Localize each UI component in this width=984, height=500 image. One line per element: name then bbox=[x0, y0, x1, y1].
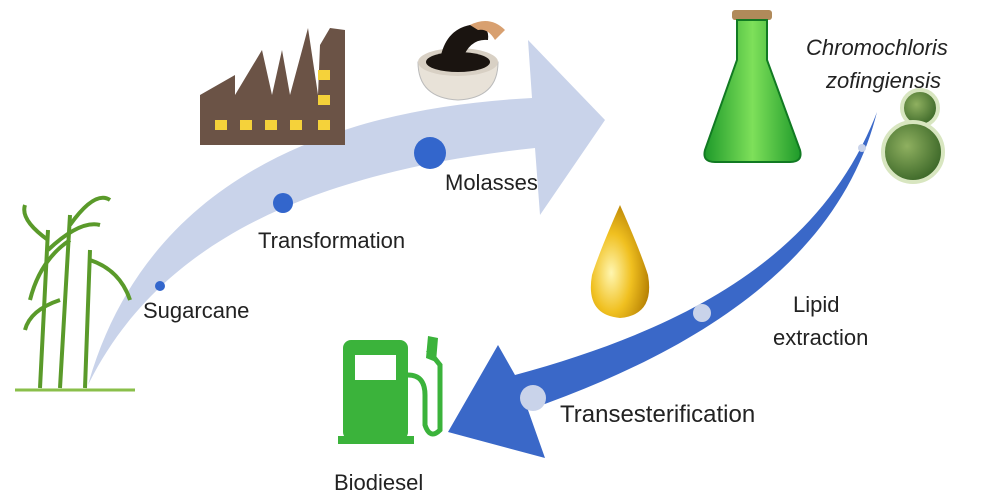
label-biodiesel: Biodiesel bbox=[334, 470, 423, 495]
step-dot bbox=[693, 304, 711, 322]
sugarcane-icon bbox=[15, 198, 135, 390]
label-transesterification: Transesterification bbox=[560, 401, 755, 428]
factory-icon bbox=[200, 28, 345, 145]
label-lipid-extraction: Lipid bbox=[793, 292, 839, 317]
algae-icon bbox=[883, 90, 943, 182]
label-organism: zofingiensis bbox=[825, 68, 941, 93]
label-organism: Chromochloris bbox=[806, 35, 948, 60]
step-dot bbox=[414, 137, 446, 169]
step-dot bbox=[520, 385, 546, 411]
process-arrow-light bbox=[88, 40, 605, 385]
label-molasses: Molasses bbox=[445, 170, 538, 195]
step-dot bbox=[273, 193, 293, 213]
fuel-pump-icon bbox=[338, 336, 440, 444]
step-dot bbox=[155, 281, 165, 291]
step-dot bbox=[858, 144, 866, 152]
oil-drop-icon bbox=[591, 205, 649, 318]
label-transformation: Transformation bbox=[258, 228, 405, 253]
diagram: Sugarcane Transformation Molasses Chromo… bbox=[0, 0, 984, 500]
label-sugarcane: Sugarcane bbox=[143, 298, 249, 323]
flask-icon bbox=[704, 10, 800, 162]
molasses-icon bbox=[418, 21, 505, 100]
label-lipid-extraction: extraction bbox=[773, 325, 868, 350]
